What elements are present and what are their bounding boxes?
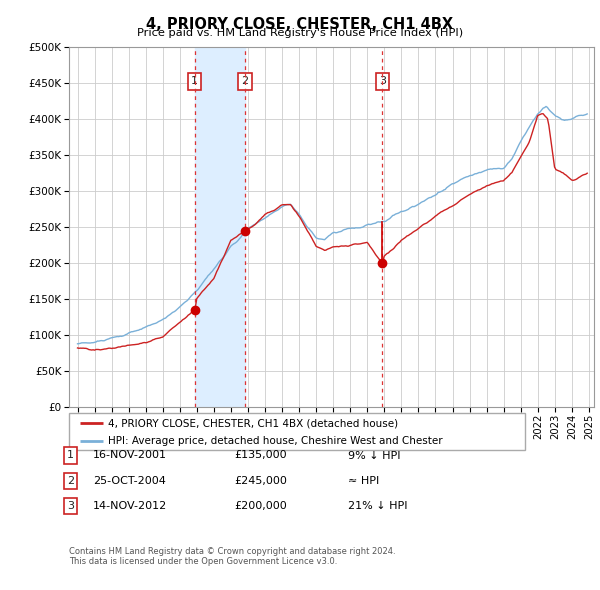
Text: 2: 2 <box>67 476 74 486</box>
Text: 21% ↓ HPI: 21% ↓ HPI <box>348 502 407 511</box>
Text: 9% ↓ HPI: 9% ↓ HPI <box>348 451 401 460</box>
Text: Contains HM Land Registry data © Crown copyright and database right 2024.: Contains HM Land Registry data © Crown c… <box>69 547 395 556</box>
Text: 1: 1 <box>67 451 74 460</box>
Text: £135,000: £135,000 <box>234 451 287 460</box>
Text: 2: 2 <box>241 76 248 86</box>
Text: 16-NOV-2001: 16-NOV-2001 <box>93 451 167 460</box>
Text: 1: 1 <box>191 76 198 86</box>
Text: Price paid vs. HM Land Registry's House Price Index (HPI): Price paid vs. HM Land Registry's House … <box>137 28 463 38</box>
Text: 3: 3 <box>67 502 74 511</box>
Text: 4, PRIORY CLOSE, CHESTER, CH1 4BX (detached house): 4, PRIORY CLOSE, CHESTER, CH1 4BX (detac… <box>108 418 398 428</box>
Text: 4, PRIORY CLOSE, CHESTER, CH1 4BX: 4, PRIORY CLOSE, CHESTER, CH1 4BX <box>146 17 454 31</box>
Text: 3: 3 <box>379 76 386 86</box>
Text: 14-NOV-2012: 14-NOV-2012 <box>93 502 167 511</box>
Text: ≈ HPI: ≈ HPI <box>348 476 379 486</box>
Text: 25-OCT-2004: 25-OCT-2004 <box>93 476 166 486</box>
Text: £200,000: £200,000 <box>234 502 287 511</box>
Text: HPI: Average price, detached house, Cheshire West and Chester: HPI: Average price, detached house, Ches… <box>108 436 442 446</box>
Bar <box>195 47 245 407</box>
Text: £245,000: £245,000 <box>234 476 287 486</box>
Text: This data is licensed under the Open Government Licence v3.0.: This data is licensed under the Open Gov… <box>69 558 337 566</box>
